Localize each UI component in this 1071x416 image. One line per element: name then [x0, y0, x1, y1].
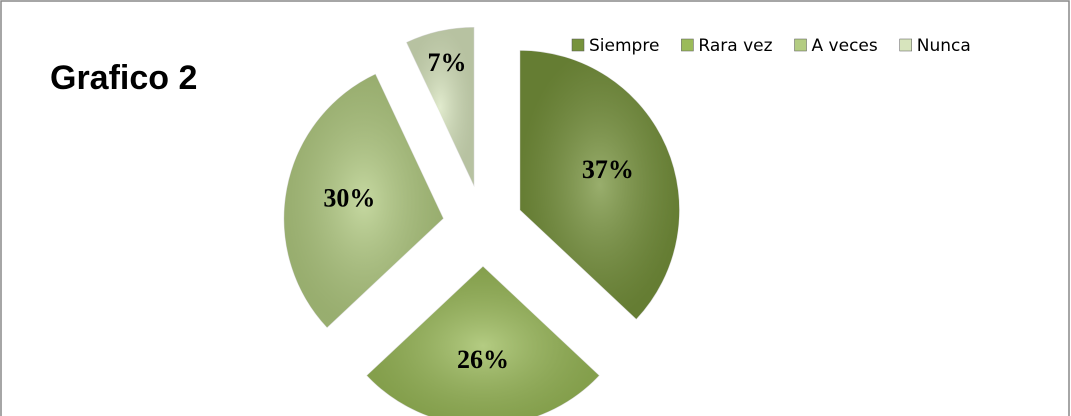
chart-title: Grafico 2 [50, 59, 197, 97]
legend-swatch [681, 38, 694, 52]
legend-label: Siempre [589, 36, 659, 56]
data-label: 26% [457, 345, 509, 374]
legend-swatch [794, 38, 807, 52]
legend-label: A veces [812, 36, 878, 56]
data-label: 30% [323, 183, 375, 212]
legend-label: Rara vez [698, 36, 772, 56]
data-label: 7% [428, 48, 467, 77]
data-label: 37% [582, 155, 634, 184]
legend-swatch [571, 38, 585, 52]
legend-label: Nunca [917, 36, 971, 56]
legend-swatch [899, 38, 912, 52]
